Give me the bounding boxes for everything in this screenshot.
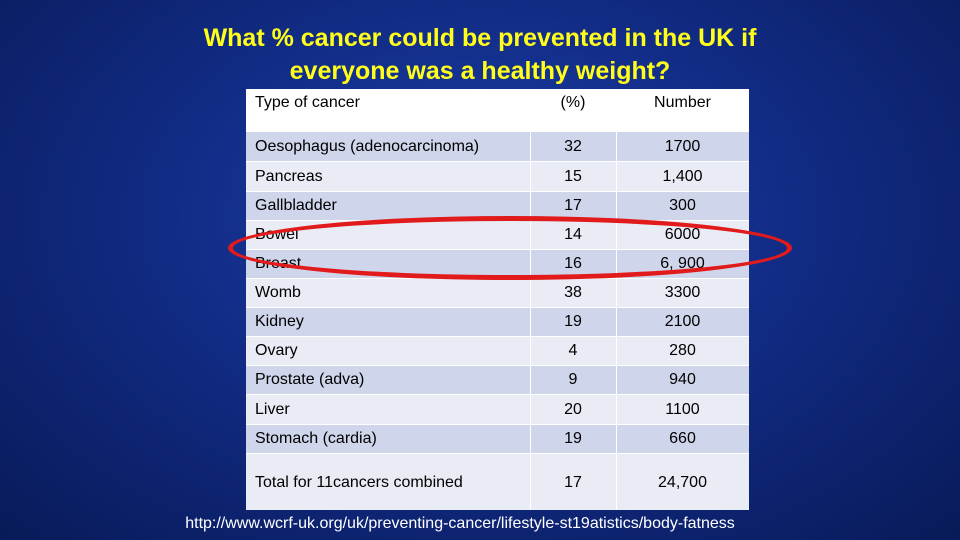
table-row: Prostate (adva) 9 940 — [246, 365, 749, 395]
table-row: Oesophagus (adenocarcinoma) 32 1700 — [246, 131, 749, 162]
cell-cancer-type: Ovary — [246, 336, 531, 366]
cell-number: 2100 — [616, 307, 749, 337]
cell-cancer-type: Pancreas — [246, 161, 531, 192]
slide-title: What % cancer could be prevented in the … — [150, 22, 810, 88]
cell-number: 1700 — [616, 131, 749, 162]
cell-number: 940 — [616, 365, 749, 395]
table-row: Womb 38 3300 — [246, 278, 749, 308]
cancer-prevention-table: Type of cancer (%) Number Oesophagus (ad… — [246, 89, 749, 510]
table-row: Liver 20 1100 — [246, 394, 749, 425]
cell-cancer-type: Oesophagus (adenocarcinoma) — [246, 131, 531, 162]
column-header-percent: (%) — [530, 89, 617, 132]
cell-cancer-type: Prostate (adva) — [246, 365, 531, 395]
cell-percent: 20 — [530, 394, 617, 425]
table-row: Stomach (cardia) 19 660 — [246, 424, 749, 454]
cell-percent: 32 — [530, 131, 617, 162]
table-row: Bowel 14 6000 — [246, 220, 749, 250]
table-header-row: Type of cancer (%) Number — [246, 89, 749, 132]
cell-total-label: Total for 11cancers combined — [246, 453, 531, 510]
table-row: Gallbladder 17 300 — [246, 191, 749, 221]
cell-cancer-type: Womb — [246, 278, 531, 308]
cancer-table-container: Type of cancer (%) Number Oesophagus (ad… — [246, 89, 749, 510]
table-row: Breast 16 6, 900 — [246, 249, 749, 279]
cell-number: 1,400 — [616, 161, 749, 192]
cell-number: 6000 — [616, 220, 749, 250]
cell-number: 6, 900 — [616, 249, 749, 279]
table-row: Pancreas 15 1,400 — [246, 161, 749, 192]
cell-percent: 38 — [530, 278, 617, 308]
cell-percent: 19 — [530, 307, 617, 337]
cell-cancer-type: Liver — [246, 394, 531, 425]
column-header-type: Type of cancer — [246, 89, 531, 132]
cell-cancer-type: Bowel — [246, 220, 531, 250]
cell-cancer-type: Gallbladder — [246, 191, 531, 221]
cell-percent: 19 — [530, 424, 617, 454]
cell-number: 280 — [616, 336, 749, 366]
cell-total-number: 24,700 — [616, 453, 749, 510]
cell-percent: 17 — [530, 191, 617, 221]
cell-cancer-type: Stomach (cardia) — [246, 424, 531, 454]
cell-percent: 9 — [530, 365, 617, 395]
column-header-number: Number — [616, 89, 749, 132]
cell-number: 660 — [616, 424, 749, 454]
slide-title-line-1: What % cancer could be prevented in the … — [203, 24, 757, 52]
cell-percent: 4 — [530, 336, 617, 366]
cell-percent: 15 — [530, 161, 617, 192]
cell-cancer-type: Kidney — [246, 307, 531, 337]
table-row: Kidney 19 2100 — [246, 307, 749, 337]
cell-percent: 14 — [530, 220, 617, 250]
source-url: http://www.wcrf-uk.org/uk/preventing-can… — [185, 515, 735, 532]
cell-number: 1100 — [616, 394, 749, 425]
cell-number: 300 — [616, 191, 749, 221]
table-total-row: Total for 11cancers combined 17 24,700 — [246, 453, 749, 510]
cell-total-percent: 17 — [530, 453, 617, 510]
cell-cancer-type: Breast — [246, 249, 531, 279]
table-row: Ovary 4 280 — [246, 336, 749, 366]
cell-number: 3300 — [616, 278, 749, 308]
cell-percent: 16 — [530, 249, 617, 279]
slide-title-line-2: everyone was a healthy weight? — [289, 57, 671, 85]
